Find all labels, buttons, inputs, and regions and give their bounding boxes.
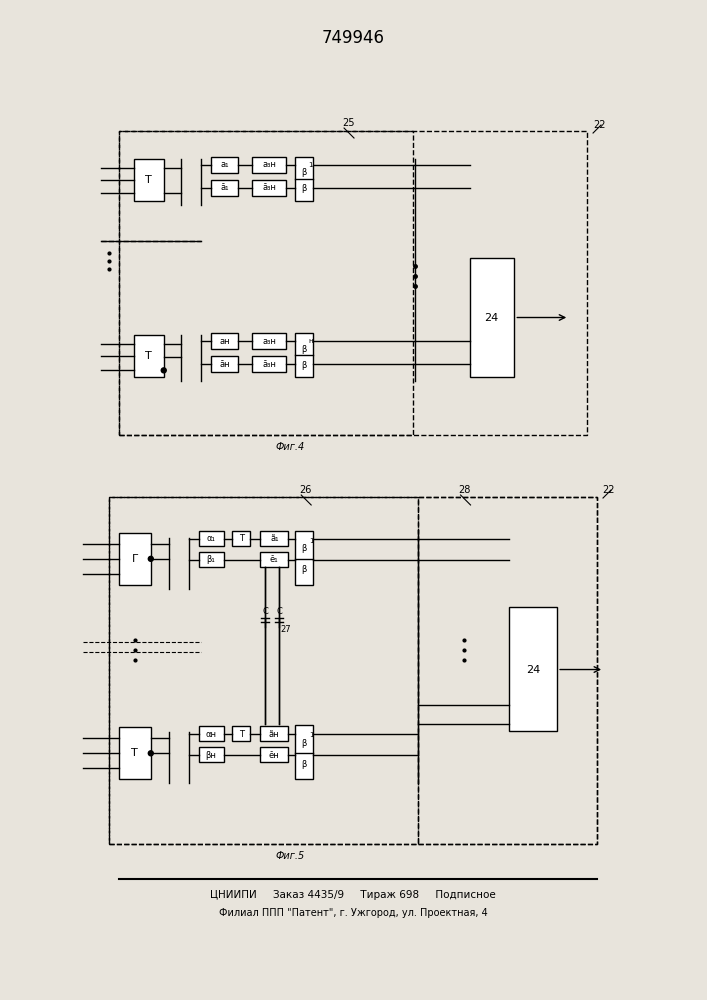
- Bar: [109, 497, 597, 844]
- Text: 749946: 749946: [322, 29, 385, 47]
- Text: T: T: [239, 534, 244, 543]
- Text: 1: 1: [309, 538, 313, 544]
- Text: ã₁: ã₁: [270, 534, 279, 543]
- Text: ā₃н: ā₃н: [262, 183, 276, 192]
- Circle shape: [148, 556, 153, 561]
- Bar: [211, 157, 238, 173]
- Text: Фиг.5: Фиг.5: [276, 851, 305, 861]
- Bar: [119, 727, 151, 779]
- Circle shape: [148, 751, 153, 756]
- Text: 24: 24: [526, 665, 540, 675]
- Text: ẽн: ẽн: [269, 751, 280, 760]
- Bar: [296, 725, 313, 779]
- Bar: [252, 180, 286, 196]
- Text: β: β: [301, 361, 307, 370]
- Text: β: β: [301, 565, 307, 574]
- Text: β₁: β₁: [206, 555, 215, 564]
- Text: 25: 25: [341, 118, 354, 128]
- Text: ẽ₁: ẽ₁: [270, 555, 279, 564]
- Text: ā₃н: ā₃н: [262, 360, 276, 369]
- Text: 1: 1: [308, 162, 312, 168]
- Text: C: C: [276, 607, 282, 616]
- Text: T: T: [132, 748, 139, 758]
- Text: 24: 24: [484, 313, 498, 323]
- Text: β: β: [301, 184, 307, 193]
- Circle shape: [161, 368, 166, 373]
- Bar: [260, 747, 288, 762]
- Text: β: β: [301, 544, 307, 553]
- Text: āн: āн: [219, 360, 230, 369]
- Bar: [418, 497, 597, 844]
- Bar: [260, 531, 288, 546]
- Text: α₁: α₁: [206, 534, 215, 543]
- Text: βн: βн: [205, 751, 216, 760]
- Bar: [252, 157, 286, 173]
- Text: ãн: ãн: [269, 730, 280, 739]
- Bar: [119, 131, 413, 435]
- Bar: [252, 333, 286, 349]
- Text: Г: Г: [132, 554, 139, 564]
- Text: 27: 27: [280, 625, 291, 634]
- Bar: [296, 531, 313, 585]
- Bar: [211, 356, 238, 372]
- Text: β: β: [301, 345, 307, 354]
- Bar: [199, 747, 223, 762]
- Text: T: T: [239, 730, 244, 739]
- Text: 28: 28: [458, 485, 471, 495]
- Bar: [260, 552, 288, 567]
- Text: н: н: [308, 338, 312, 344]
- Bar: [119, 131, 587, 435]
- Bar: [252, 356, 286, 372]
- Bar: [199, 531, 223, 546]
- Bar: [260, 726, 288, 741]
- Text: Фиг.4: Фиг.4: [276, 442, 305, 452]
- Text: 22: 22: [592, 120, 605, 130]
- Text: C: C: [262, 607, 268, 616]
- Text: β: β: [301, 168, 307, 177]
- Text: 26: 26: [299, 485, 311, 495]
- Text: a₁: a₁: [221, 160, 229, 169]
- Bar: [296, 157, 313, 201]
- Text: αн: αн: [205, 730, 216, 739]
- Bar: [296, 333, 313, 377]
- Bar: [134, 159, 164, 201]
- Text: β: β: [301, 760, 307, 769]
- Bar: [233, 726, 250, 741]
- Text: 1: 1: [309, 732, 313, 738]
- Text: 22: 22: [603, 485, 615, 495]
- Bar: [211, 180, 238, 196]
- Text: ā₁: ā₁: [221, 183, 229, 192]
- Bar: [211, 333, 238, 349]
- Bar: [119, 533, 151, 585]
- Text: T: T: [146, 351, 152, 361]
- Text: β: β: [301, 739, 307, 748]
- Bar: [233, 531, 250, 546]
- Bar: [509, 607, 557, 731]
- Text: a₃н: a₃н: [262, 160, 276, 169]
- Bar: [199, 552, 223, 567]
- Text: aн: aн: [219, 337, 230, 346]
- Text: a₃н: a₃н: [262, 337, 276, 346]
- Text: ЦНИИПИ     Заказ 4435/9     Тираж 698     Подписное: ЦНИИПИ Заказ 4435/9 Тираж 698 Подписное: [210, 890, 496, 900]
- Text: Филиал ППП "Патент", г. Ужгород, ул. Проектная, 4: Филиал ППП "Патент", г. Ужгород, ул. Про…: [218, 908, 487, 918]
- Text: T: T: [146, 175, 152, 185]
- Bar: [134, 335, 164, 377]
- Bar: [469, 258, 515, 377]
- Bar: [109, 497, 418, 844]
- Bar: [199, 726, 223, 741]
